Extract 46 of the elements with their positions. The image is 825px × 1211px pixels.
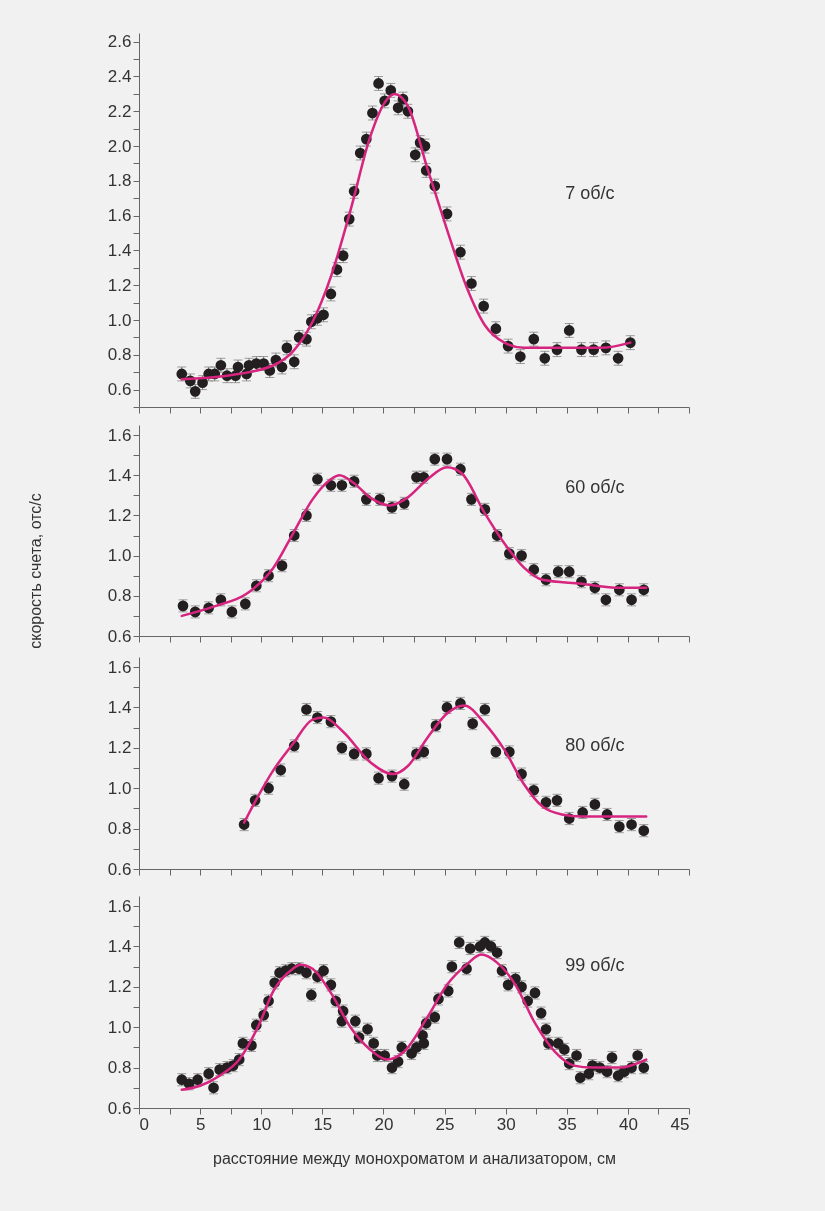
y-tick-label: 0.6 bbox=[107, 1098, 132, 1118]
x-tick-label: 0 bbox=[139, 1114, 149, 1134]
y-tick-label: 1.0 bbox=[107, 310, 132, 330]
y-tick-label: 0.6 bbox=[107, 626, 132, 646]
x-tick-label: 10 bbox=[252, 1114, 272, 1134]
y-tick-label: 1.6 bbox=[107, 425, 132, 445]
x-tick-label: 20 bbox=[374, 1114, 394, 1134]
annotation: 7 об/с bbox=[565, 182, 615, 203]
y-tick-label: 1.4 bbox=[107, 936, 132, 956]
x-axis-title: расстояние между монохроматом и анализатором, см bbox=[212, 1149, 617, 1167]
y-tick-label: 2.2 bbox=[107, 101, 132, 121]
y-tick-label: 1.2 bbox=[107, 977, 132, 997]
y-tick-label: 2.0 bbox=[107, 136, 132, 156]
y-tick-label: 2.4 bbox=[107, 66, 132, 86]
annotation: 99 об/с bbox=[565, 954, 625, 975]
y-tick-label: 1.2 bbox=[107, 275, 132, 295]
x-tick-label: 45 bbox=[670, 1114, 690, 1134]
x-tick-label: 5 bbox=[195, 1114, 206, 1134]
annotation: 60 об/с bbox=[565, 477, 625, 498]
y-tick-label: 1.0 bbox=[107, 778, 132, 798]
y-tick-label: 0.8 bbox=[107, 345, 132, 365]
y-tick-label: 0.6 bbox=[107, 380, 132, 400]
y-tick-label: 1.6 bbox=[107, 896, 132, 916]
x-tick-label: 35 bbox=[557, 1114, 577, 1134]
y-tick-label: 1.6 bbox=[107, 206, 132, 226]
y-tick-label: 1.4 bbox=[107, 465, 132, 485]
y-tick-label: 0.8 bbox=[107, 586, 132, 606]
y-tick-label: 1.8 bbox=[107, 171, 132, 191]
y-tick-label: 1.6 bbox=[107, 657, 132, 677]
line-series bbox=[180, 465, 648, 618]
x-tick-label: 15 bbox=[313, 1114, 333, 1134]
annotation: 80 об/с bbox=[565, 735, 625, 756]
y-tick-label: 1.4 bbox=[107, 240, 132, 260]
y-tick-label: 0.6 bbox=[107, 859, 132, 879]
y-tick-label: 1.4 bbox=[107, 697, 132, 717]
y-tick-label: 1.2 bbox=[107, 505, 132, 525]
y-tick-label: 1.0 bbox=[107, 546, 132, 566]
y-tick-label: 0.8 bbox=[107, 819, 132, 839]
y-tick-label: 1.2 bbox=[107, 738, 132, 758]
y-tick-label: 1.0 bbox=[107, 1017, 132, 1037]
x-tick-label: 25 bbox=[435, 1114, 455, 1134]
y-tick-label: 2.6 bbox=[107, 32, 132, 52]
y-axis-title: скорость счета, отс/с bbox=[26, 492, 45, 649]
x-tick-label: 40 bbox=[618, 1114, 638, 1134]
y-tick-label: 0.8 bbox=[107, 1058, 132, 1078]
x-tick-label: 30 bbox=[496, 1114, 516, 1134]
